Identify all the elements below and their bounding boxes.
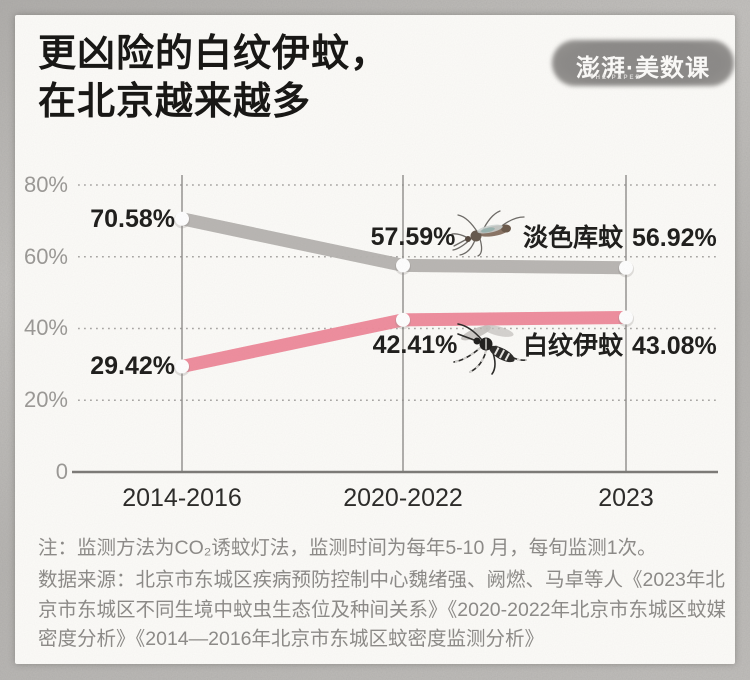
x-tick-2020-2022: 2020-2022 — [343, 484, 463, 512]
y-tick-0: 0 — [55, 459, 68, 484]
aedes-series-label: 白纹伊蚊 — [523, 332, 624, 360]
culex-value-2023: 56.92% — [632, 224, 717, 252]
page-title: 更凶险的白纹伊蚊， 在北京越来越多 — [38, 30, 389, 126]
aedes-mosquito-icon — [453, 323, 527, 375]
culex-value-2014-2016: 70.58% — [90, 205, 175, 233]
x-tick-2023: 2023 — [598, 484, 654, 512]
aedes-value-2014-2016: 29.42% — [90, 352, 175, 380]
title-line-1: 更凶险的白纹伊蚊， — [38, 33, 390, 75]
culex-series-label: 淡色库蚊 — [523, 224, 624, 252]
y-tick-20: 20% — [23, 387, 68, 412]
data-source-note: 数据来源：北京市东城区疾病预防控制中心魏绪强、阙燃、马卓等人《2023年北京市东… — [38, 569, 727, 650]
method-note: 注：监测方法为CO₂诱蚊灯法，监测时间为每年5-10 月，每旬监测1次。 — [38, 537, 657, 559]
x-tick-2014-2016: 2014-2016 — [122, 484, 242, 512]
logo-subtext: THE PAPER — [590, 75, 642, 81]
y-tick-40: 40% — [23, 315, 68, 340]
y-tick-60: 60% — [23, 244, 68, 269]
title-line-2: 在北京越来越多 — [38, 81, 312, 123]
culex-mosquito-icon — [451, 210, 525, 257]
y-tick-80: 80% — [23, 172, 68, 197]
thepaper-logo: 澎湃·美数课 THE PAPER — [552, 40, 734, 86]
aedes-value-2023: 43.08% — [632, 332, 717, 360]
logo-text: 澎湃·美数课 — [576, 55, 710, 82]
